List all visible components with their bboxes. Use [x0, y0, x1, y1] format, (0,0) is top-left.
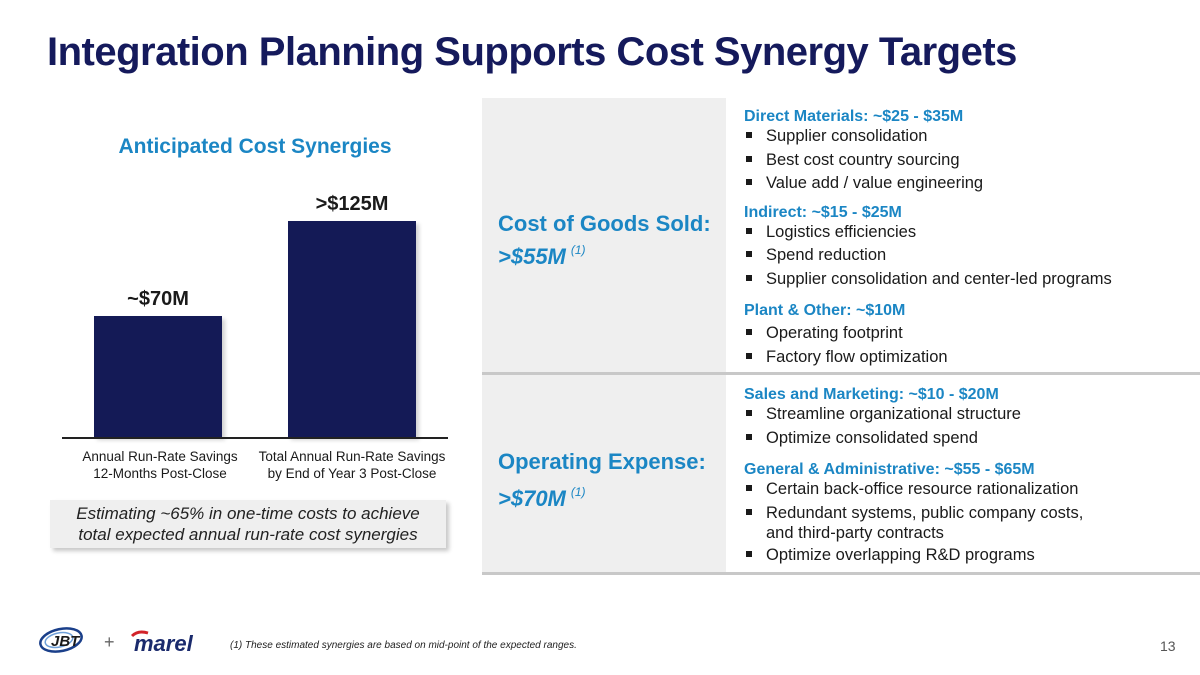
indirect-heading: Indirect: ~$15 - $25M [744, 204, 902, 221]
bullet-item: Best cost country sourcing [746, 150, 960, 170]
bullet-square-icon [746, 410, 752, 416]
slide-title: Integration Planning Supports Cost Syner… [47, 30, 1017, 74]
cogs-panel-bg [482, 98, 726, 373]
bullet-square-icon [746, 353, 752, 359]
sales-marketing-heading: Sales and Marketing: ~$10 - $20M [744, 386, 999, 403]
bullet-square-icon [746, 132, 752, 138]
bullet-square-icon [746, 551, 752, 557]
section-divider [482, 372, 1200, 375]
opex-footnote-ref: (1) [570, 485, 586, 499]
chart-title: Anticipated Cost Synergies [118, 135, 392, 158]
bullet-item: Streamline organizational structure [746, 404, 1021, 424]
cogs-amount: >$55M (1) [498, 236, 586, 271]
bullet-text: Logistics efficiencies [766, 223, 917, 241]
opex-panel-bg [482, 375, 726, 573]
bullet-square-icon [746, 434, 752, 440]
x-axis-line [62, 437, 448, 439]
bullet-text: Spend reduction [766, 246, 887, 264]
footnote: (1) These estimated synergies are based … [230, 640, 577, 651]
opex-amount: >$70M (1) [498, 478, 586, 513]
bullet-text: Value add / value engineering [766, 174, 984, 192]
jbt-logo: JBT [39, 627, 83, 653]
bullet-text: Optimize consolidated spend [766, 429, 978, 447]
bullet-text: Operating footprint [766, 324, 903, 342]
bullet-square-icon [746, 156, 752, 162]
category-label-line: 12-Months Post-Close [93, 466, 227, 481]
bullet-item: Logistics efficiencies [746, 222, 916, 242]
bullet-square-icon [746, 251, 752, 257]
bullet-item: Certain back-office resource rationaliza… [746, 479, 1078, 499]
bar-label-year3: >$125M [315, 193, 389, 215]
category-label-line: Total Annual Run-Rate Savings [258, 449, 446, 464]
bar-year3 [288, 221, 416, 437]
one-time-cost-callout: Estimating ~65% in one-time costs to ach… [50, 500, 446, 548]
opex-amount-value: >$70M [498, 486, 566, 511]
bullet-text: Redundant systems, public company costs, [766, 504, 1084, 522]
bullet-text: Supplier consolidation and center-led pr… [766, 270, 1112, 288]
category-label-line: Annual Run-Rate Savings [82, 449, 238, 464]
bullet-text: Factory flow optimization [766, 348, 948, 366]
general-admin-heading: General & Administrative: ~$55 - $65M [744, 461, 1035, 478]
bar-label-year1: ~$70M [127, 288, 189, 311]
bullet-text: Supplier consolidation [766, 127, 928, 145]
bullet-item: Optimize consolidated spend [746, 428, 978, 448]
cogs-amount-value: >$55M [498, 244, 566, 269]
category-label-line: by End of Year 3 Post-Close [267, 466, 437, 481]
marel-logo: marel [130, 630, 194, 656]
marel-logo-text: marel [134, 631, 194, 656]
plant-other-heading: Plant & Other: ~$10M [744, 302, 906, 319]
category-label-year3: Total Annual Run-Rate Savings by End of … [252, 448, 452, 482]
bullet-text: Best cost country sourcing [766, 151, 960, 169]
bar-year1 [94, 316, 222, 437]
bullet-item: Value add / value engineering [746, 173, 983, 193]
bullet-square-icon [746, 509, 752, 515]
bullet-item: Optimize overlapping R&D programs [746, 545, 1035, 565]
bullet-item: Supplier consolidation and center-led pr… [746, 269, 1112, 289]
bullet-text: Optimize overlapping R&D programs [766, 546, 1035, 564]
logo-plus: + [104, 632, 115, 652]
cogs-footnote-ref: (1) [570, 243, 586, 257]
opex-heading: Operating Expense: [498, 449, 706, 474]
direct-materials-heading: Direct Materials: ~$25 - $35M [744, 108, 964, 125]
bullet-item: Operating footprint [746, 323, 903, 343]
section-bottom-divider [482, 572, 1200, 575]
page-number: 13 [1160, 638, 1176, 654]
bullet-text: Certain back-office resource rationaliza… [766, 480, 1079, 498]
cogs-heading: Cost of Goods Sold: [498, 211, 711, 236]
bullet-text-continued: and third-party contracts [766, 524, 944, 542]
bullet-square-icon [746, 228, 752, 234]
jbt-logo-text: JBT [51, 633, 81, 650]
bullet-text: Streamline organizational structure [766, 405, 1021, 423]
bullet-item: Redundant systems, public company costs,… [746, 503, 1083, 543]
bullet-square-icon [746, 275, 752, 281]
bullet-square-icon [746, 485, 752, 491]
bullet-item: Supplier consolidation [746, 126, 927, 146]
bullet-item: Spend reduction [746, 245, 886, 265]
category-label-year1: Annual Run-Rate Savings 12-Months Post-C… [70, 448, 250, 482]
bullet-square-icon [746, 179, 752, 185]
bullet-square-icon [746, 329, 752, 335]
bullet-item: Factory flow optimization [746, 347, 948, 367]
